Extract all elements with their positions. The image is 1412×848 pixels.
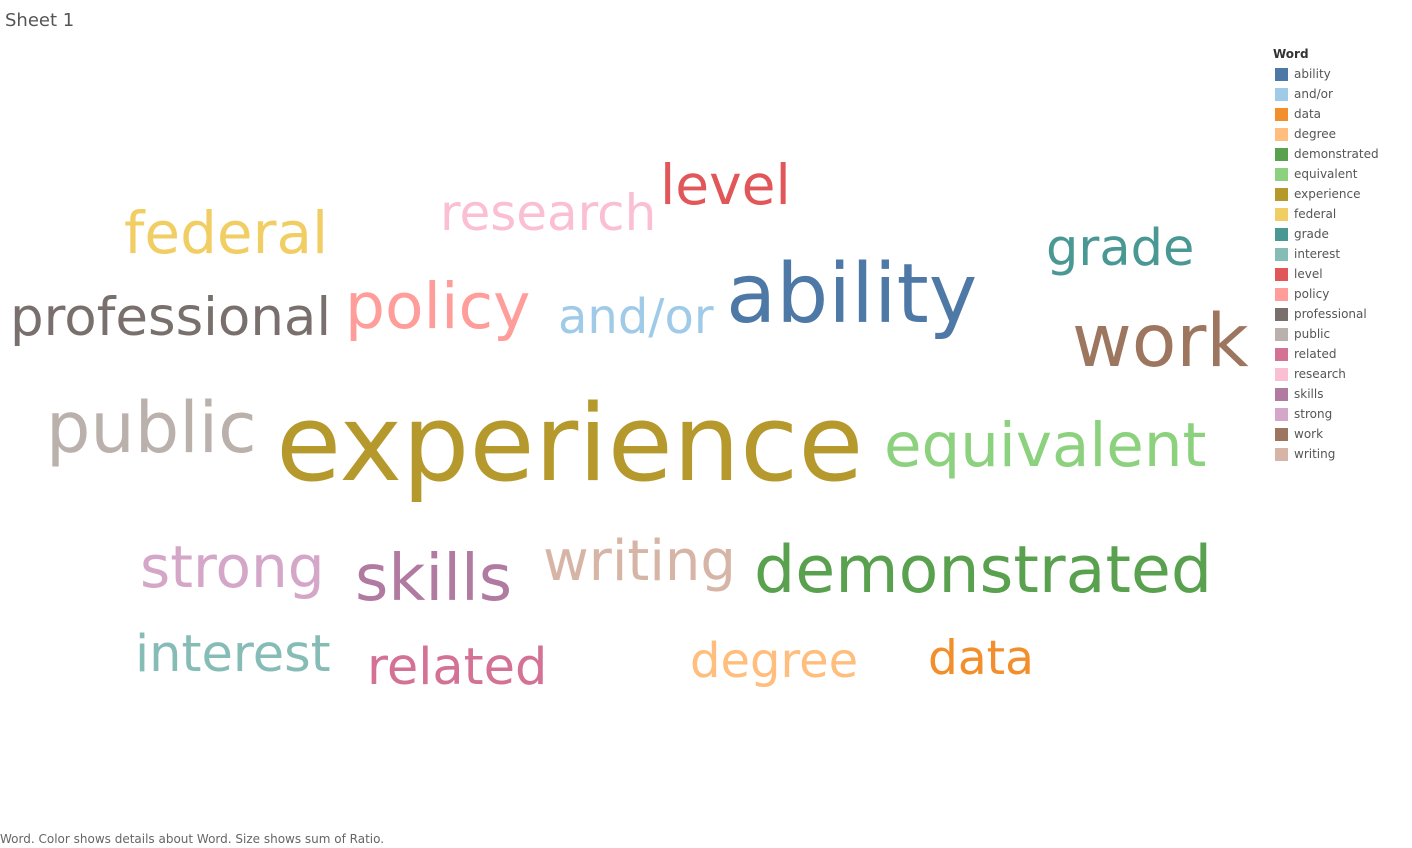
- word-research[interactable]: research: [440, 184, 656, 242]
- word-level[interactable]: level: [660, 153, 791, 217]
- word-public[interactable]: public: [46, 387, 257, 469]
- legend-item-level[interactable]: level: [1273, 264, 1408, 284]
- legend-label: professional: [1294, 307, 1367, 321]
- legend-swatch: [1275, 247, 1288, 261]
- legend-item-experience[interactable]: experience: [1273, 184, 1408, 204]
- sheet-title: Sheet 1: [5, 10, 75, 31]
- legend-swatch: [1275, 187, 1288, 201]
- legend-label: interest: [1294, 247, 1341, 261]
- word-ability[interactable]: ability: [726, 247, 977, 342]
- legend-swatch: [1275, 167, 1288, 181]
- legend-swatch: [1275, 407, 1288, 421]
- legend-label: degree: [1294, 127, 1337, 141]
- legend-swatch: [1275, 147, 1288, 161]
- word-degree[interactable]: degree: [690, 633, 858, 689]
- word-cloud-svg: experience ability work public demonstrated s…: [10, 153, 1249, 697]
- legend-item-professional[interactable]: professional: [1273, 304, 1408, 324]
- legend-item-public[interactable]: public: [1273, 324, 1408, 344]
- legend-swatch: [1275, 387, 1288, 401]
- word-data[interactable]: data: [928, 631, 1034, 686]
- legend-swatch: [1275, 367, 1288, 381]
- legend-label: ability: [1294, 67, 1331, 81]
- legend-swatch: [1275, 227, 1288, 241]
- footer-caption: Word. Color shows details about Word. Si…: [0, 832, 385, 846]
- legend-swatch: [1275, 267, 1288, 281]
- word-federal[interactable]: federal: [124, 199, 328, 267]
- legend-swatch: [1275, 327, 1288, 341]
- legend-item-degree[interactable]: degree: [1273, 124, 1408, 144]
- legend-label: grade: [1294, 227, 1329, 241]
- word-related[interactable]: related: [367, 638, 547, 697]
- legend-swatch: [1275, 447, 1288, 461]
- legend-swatch: [1275, 427, 1288, 441]
- legend-swatch: [1275, 127, 1288, 141]
- legend-swatch: [1275, 107, 1288, 121]
- legend-label: level: [1294, 267, 1323, 281]
- legend-swatch: [1275, 207, 1288, 221]
- word-experience[interactable]: experience: [276, 382, 864, 505]
- legend-label: work: [1294, 427, 1324, 441]
- legend-item-ability[interactable]: ability: [1273, 64, 1408, 84]
- word-and-or[interactable]: and/or: [558, 289, 714, 345]
- legend-item-equivalent[interactable]: equivalent: [1273, 164, 1408, 184]
- legend-label: research: [1294, 367, 1346, 381]
- legend-item-work[interactable]: work: [1273, 424, 1408, 444]
- legend-swatch: [1275, 67, 1288, 81]
- word-professional[interactable]: professional: [10, 287, 331, 348]
- legend-item-grade[interactable]: grade: [1273, 224, 1408, 244]
- word-demonstrated[interactable]: demonstrated: [754, 533, 1212, 608]
- legend-label: writing: [1294, 447, 1336, 461]
- word-work[interactable]: work: [1072, 299, 1249, 384]
- legend-item-writing[interactable]: writing: [1273, 444, 1408, 464]
- legend-items: ability and/or data degree demonstrated equiv…: [1273, 64, 1408, 464]
- legend-label: strong: [1294, 407, 1333, 421]
- legend-swatch: [1275, 307, 1288, 321]
- legend-swatch: [1275, 287, 1288, 301]
- legend-label: policy: [1294, 287, 1330, 301]
- word-cloud: experience ability work public demonstrated s…: [10, 153, 1249, 697]
- legend-item-federal[interactable]: federal: [1273, 204, 1408, 224]
- legend-label: skills: [1294, 387, 1324, 401]
- legend-label: demonstrated: [1294, 147, 1379, 161]
- word-strong[interactable]: strong: [140, 533, 325, 601]
- legend-label: data: [1294, 107, 1322, 121]
- legend-label: experience: [1294, 187, 1361, 201]
- legend-swatch: [1275, 87, 1288, 101]
- legend-label: and/or: [1294, 87, 1333, 101]
- legend-label: public: [1294, 327, 1331, 341]
- legend-item-skills[interactable]: skills: [1273, 384, 1408, 404]
- legend-label: related: [1294, 347, 1337, 361]
- legend-swatch: [1275, 347, 1288, 361]
- word-grade[interactable]: grade: [1046, 219, 1194, 278]
- legend-label: federal: [1294, 207, 1337, 221]
- legend-item-strong[interactable]: strong: [1273, 404, 1408, 424]
- legend-item-demonstrated[interactable]: demonstrated: [1273, 144, 1408, 164]
- legend-item-policy[interactable]: policy: [1273, 284, 1408, 304]
- word-interest[interactable]: interest: [135, 625, 331, 684]
- word-policy[interactable]: policy: [345, 270, 530, 343]
- word-equivalent[interactable]: equivalent: [884, 410, 1206, 481]
- legend-item-interest[interactable]: interest: [1273, 244, 1408, 264]
- word-writing[interactable]: writing: [543, 529, 736, 594]
- color-legend: Word ability and/or data degree demonstrated…: [1273, 46, 1408, 464]
- legend-item-and-or[interactable]: and/or: [1273, 84, 1408, 104]
- legend-label: equivalent: [1294, 167, 1358, 181]
- legend-item-related[interactable]: related: [1273, 344, 1408, 364]
- legend-item-research[interactable]: research: [1273, 364, 1408, 384]
- word-skills[interactable]: skills: [355, 542, 512, 616]
- legend-title: Word: [1273, 47, 1309, 61]
- legend-item-data[interactable]: data: [1273, 104, 1408, 124]
